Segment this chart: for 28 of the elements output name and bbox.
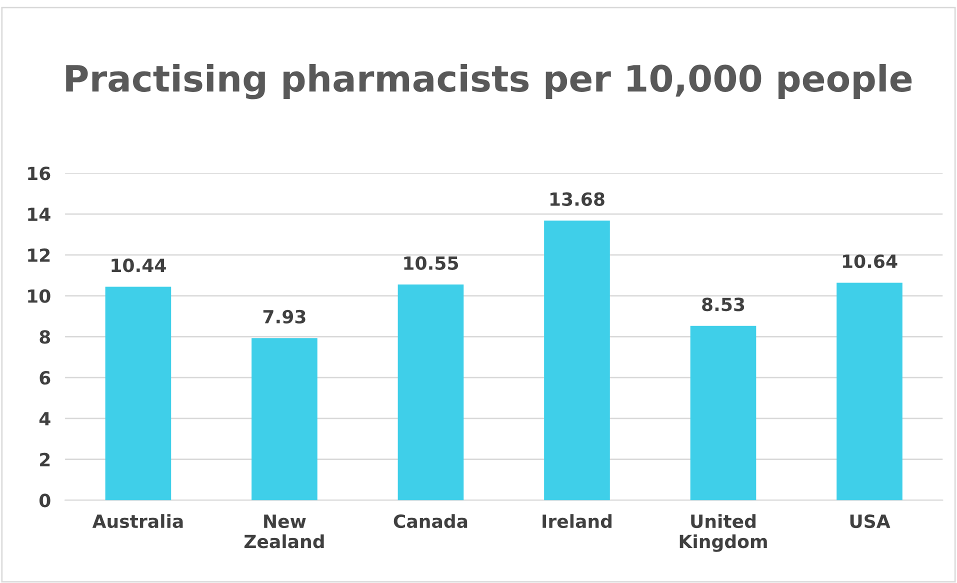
- x-tick-label: USA: [850, 514, 890, 528]
- bar: [690, 326, 756, 500]
- x-tick-label: Australia: [92, 514, 183, 528]
- y-tick-label: 2: [40, 452, 50, 466]
- data-label: 7.93: [263, 310, 306, 324]
- bar: [544, 220, 610, 500]
- bar: [836, 282, 902, 500]
- y-tick-label: 12: [28, 248, 50, 262]
- y-tick-label: 10: [28, 289, 50, 303]
- data-label: 10.64: [842, 254, 898, 268]
- data-label: 10.44: [112, 258, 166, 272]
- bar: [398, 284, 464, 500]
- bar: [105, 286, 172, 500]
- y-tick-label: 14: [28, 208, 50, 221]
- x-tick-label: Ireland: [542, 514, 612, 528]
- y-tick-label: 16: [28, 166, 50, 180]
- x-tick-label: United Kingdom: [680, 514, 767, 552]
- chart-title: Practising pharmacists per 10,000 people: [66, 64, 912, 100]
- x-tick-label: New Zealand: [244, 514, 324, 548]
- data-label: 10.55: [404, 256, 458, 270]
- bar: [252, 338, 318, 500]
- y-tick-label: 6: [40, 371, 50, 385]
- data-label: 13.68: [550, 192, 604, 206]
- x-tick-label: Canada: [394, 514, 468, 528]
- data-label: 8.53: [702, 298, 744, 312]
- y-tick-label: 8: [40, 330, 50, 344]
- y-tick-label: 0: [39, 494, 50, 508]
- y-tick-label: 4: [39, 412, 50, 426]
